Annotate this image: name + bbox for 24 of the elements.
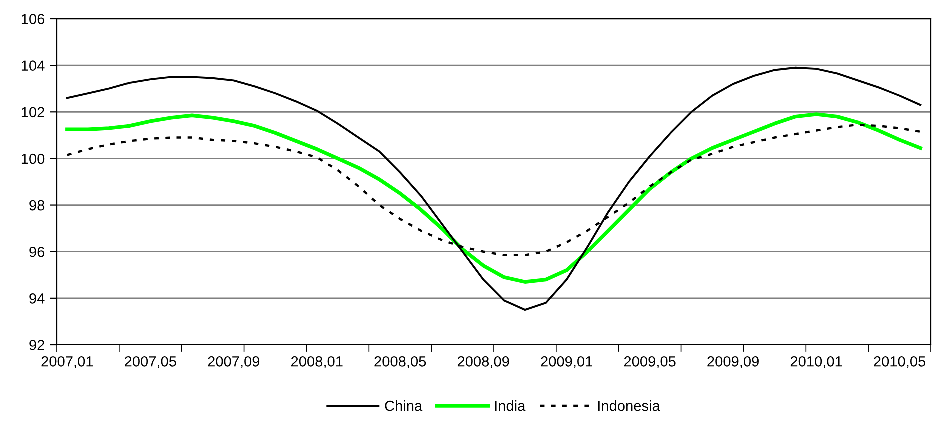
line-series — [66, 66, 922, 312]
y-tick-label: 96 — [30, 246, 45, 258]
y-tick-label: 98 — [30, 200, 45, 211]
line-series — [66, 112, 922, 284]
y-tick-label: 102 — [22, 107, 44, 118]
x-tick-label: 2010,05 — [874, 356, 926, 369]
x-tick-label: 2009,05 — [624, 356, 676, 369]
y-tick-label: 94 — [30, 294, 45, 304]
legend-label: Indonesia — [598, 400, 660, 412]
y-tick-label: 106 — [22, 14, 45, 24]
x-tick-label: 2009,01 — [541, 356, 592, 369]
y-tick-label: 100 — [22, 154, 45, 164]
y-tick-label: 104 — [22, 60, 45, 71]
x-tick-label: 2007,05 — [125, 356, 176, 369]
x-tick-label: 2009,09 — [708, 356, 759, 369]
x-tick-label: 2007,01 — [42, 356, 94, 369]
x-tick-label: 2010,01 — [790, 356, 842, 369]
legend-label: China — [385, 400, 423, 412]
x-tick-label: 2008,05 — [374, 356, 426, 369]
x-tick-label: 2008,01 — [292, 356, 343, 369]
x-tick-label: 2008,09 — [458, 356, 510, 369]
x-tick-label: 2007,09 — [208, 356, 260, 369]
y-tick-label: 92 — [30, 340, 44, 350]
legend-label: India — [495, 400, 526, 412]
